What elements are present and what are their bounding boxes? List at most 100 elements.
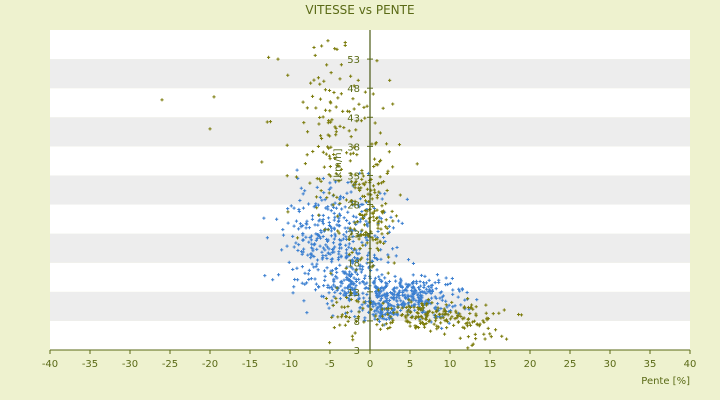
data-point bbox=[352, 288, 356, 292]
data-point bbox=[422, 323, 426, 327]
data-point bbox=[312, 45, 316, 50]
x-tick-label: -30 bbox=[122, 359, 138, 370]
data-point bbox=[462, 326, 467, 330]
data-point bbox=[363, 116, 367, 120]
data-point bbox=[450, 300, 454, 305]
data-point bbox=[375, 216, 379, 220]
data-point bbox=[372, 218, 376, 223]
data-point bbox=[405, 310, 409, 314]
data-point bbox=[315, 185, 319, 189]
data-point bbox=[347, 297, 351, 301]
data-point bbox=[493, 328, 498, 332]
data-point bbox=[338, 291, 342, 295]
data-point bbox=[329, 209, 333, 213]
data-point bbox=[444, 310, 448, 314]
data-point bbox=[212, 95, 216, 99]
data-point bbox=[354, 251, 359, 255]
data-point bbox=[299, 186, 303, 190]
data-point bbox=[439, 306, 443, 311]
data-point bbox=[327, 341, 332, 345]
data-point bbox=[350, 202, 354, 207]
data-point bbox=[375, 241, 379, 245]
data-point bbox=[411, 295, 415, 299]
data-point bbox=[287, 260, 291, 265]
data-point bbox=[406, 302, 410, 306]
data-point bbox=[286, 73, 290, 77]
data-point bbox=[410, 315, 415, 319]
data-point bbox=[313, 288, 318, 292]
data-point bbox=[309, 252, 313, 256]
data-point bbox=[343, 205, 347, 209]
data-point bbox=[314, 106, 318, 110]
data-point bbox=[307, 277, 311, 282]
data-point bbox=[414, 299, 418, 303]
data-point bbox=[291, 267, 295, 272]
data-point bbox=[394, 295, 398, 300]
data-point bbox=[299, 225, 303, 229]
data-point bbox=[305, 219, 309, 223]
data-point bbox=[324, 254, 328, 258]
data-point bbox=[393, 286, 397, 290]
data-point bbox=[304, 235, 308, 239]
data-point bbox=[430, 301, 434, 305]
data-point bbox=[362, 223, 367, 227]
data-point bbox=[314, 232, 318, 236]
data-point bbox=[488, 332, 492, 336]
data-point bbox=[334, 296, 338, 300]
data-point bbox=[361, 306, 365, 310]
data-point bbox=[429, 291, 433, 296]
data-point bbox=[349, 309, 353, 313]
data-point bbox=[446, 282, 450, 287]
data-point bbox=[413, 324, 417, 328]
data-point bbox=[321, 234, 325, 239]
data-point bbox=[413, 316, 417, 320]
data-point bbox=[323, 278, 327, 282]
data-point bbox=[339, 280, 343, 284]
data-point bbox=[315, 247, 319, 251]
data-point bbox=[330, 285, 334, 289]
data-point bbox=[436, 306, 440, 310]
data-point bbox=[364, 219, 368, 223]
data-point bbox=[344, 295, 349, 300]
data-point bbox=[404, 316, 408, 320]
data-point bbox=[380, 232, 384, 236]
data-point bbox=[391, 219, 395, 223]
data-point bbox=[373, 142, 378, 146]
data-point bbox=[321, 213, 325, 218]
data-point bbox=[313, 223, 317, 227]
data-point bbox=[360, 209, 364, 214]
data-point bbox=[357, 182, 361, 186]
data-point bbox=[408, 324, 412, 328]
data-point bbox=[398, 283, 402, 287]
data-point bbox=[303, 271, 307, 275]
data-point bbox=[442, 332, 447, 336]
data-point bbox=[344, 230, 349, 234]
data-point bbox=[309, 81, 313, 85]
data-point bbox=[375, 59, 379, 63]
data-point bbox=[428, 318, 432, 322]
data-point bbox=[344, 243, 348, 247]
data-point bbox=[303, 161, 308, 166]
data-point bbox=[323, 228, 327, 232]
data-point bbox=[339, 238, 343, 243]
data-point bbox=[331, 303, 335, 308]
data-point bbox=[406, 319, 410, 323]
data-point bbox=[333, 201, 337, 205]
data-point bbox=[338, 197, 342, 202]
data-point bbox=[365, 241, 369, 245]
data-point bbox=[443, 313, 447, 317]
data-point bbox=[357, 102, 361, 106]
data-point bbox=[440, 295, 444, 299]
data-point bbox=[333, 47, 337, 51]
data-point bbox=[391, 165, 395, 169]
data-point bbox=[386, 301, 391, 305]
data-point bbox=[413, 302, 417, 306]
data-point bbox=[332, 280, 336, 284]
data-point bbox=[431, 310, 435, 315]
data-point bbox=[418, 279, 422, 284]
data-point bbox=[268, 120, 273, 124]
data-point bbox=[344, 235, 348, 239]
data-point bbox=[361, 265, 365, 269]
data-point bbox=[482, 320, 486, 324]
data-point bbox=[453, 317, 457, 321]
